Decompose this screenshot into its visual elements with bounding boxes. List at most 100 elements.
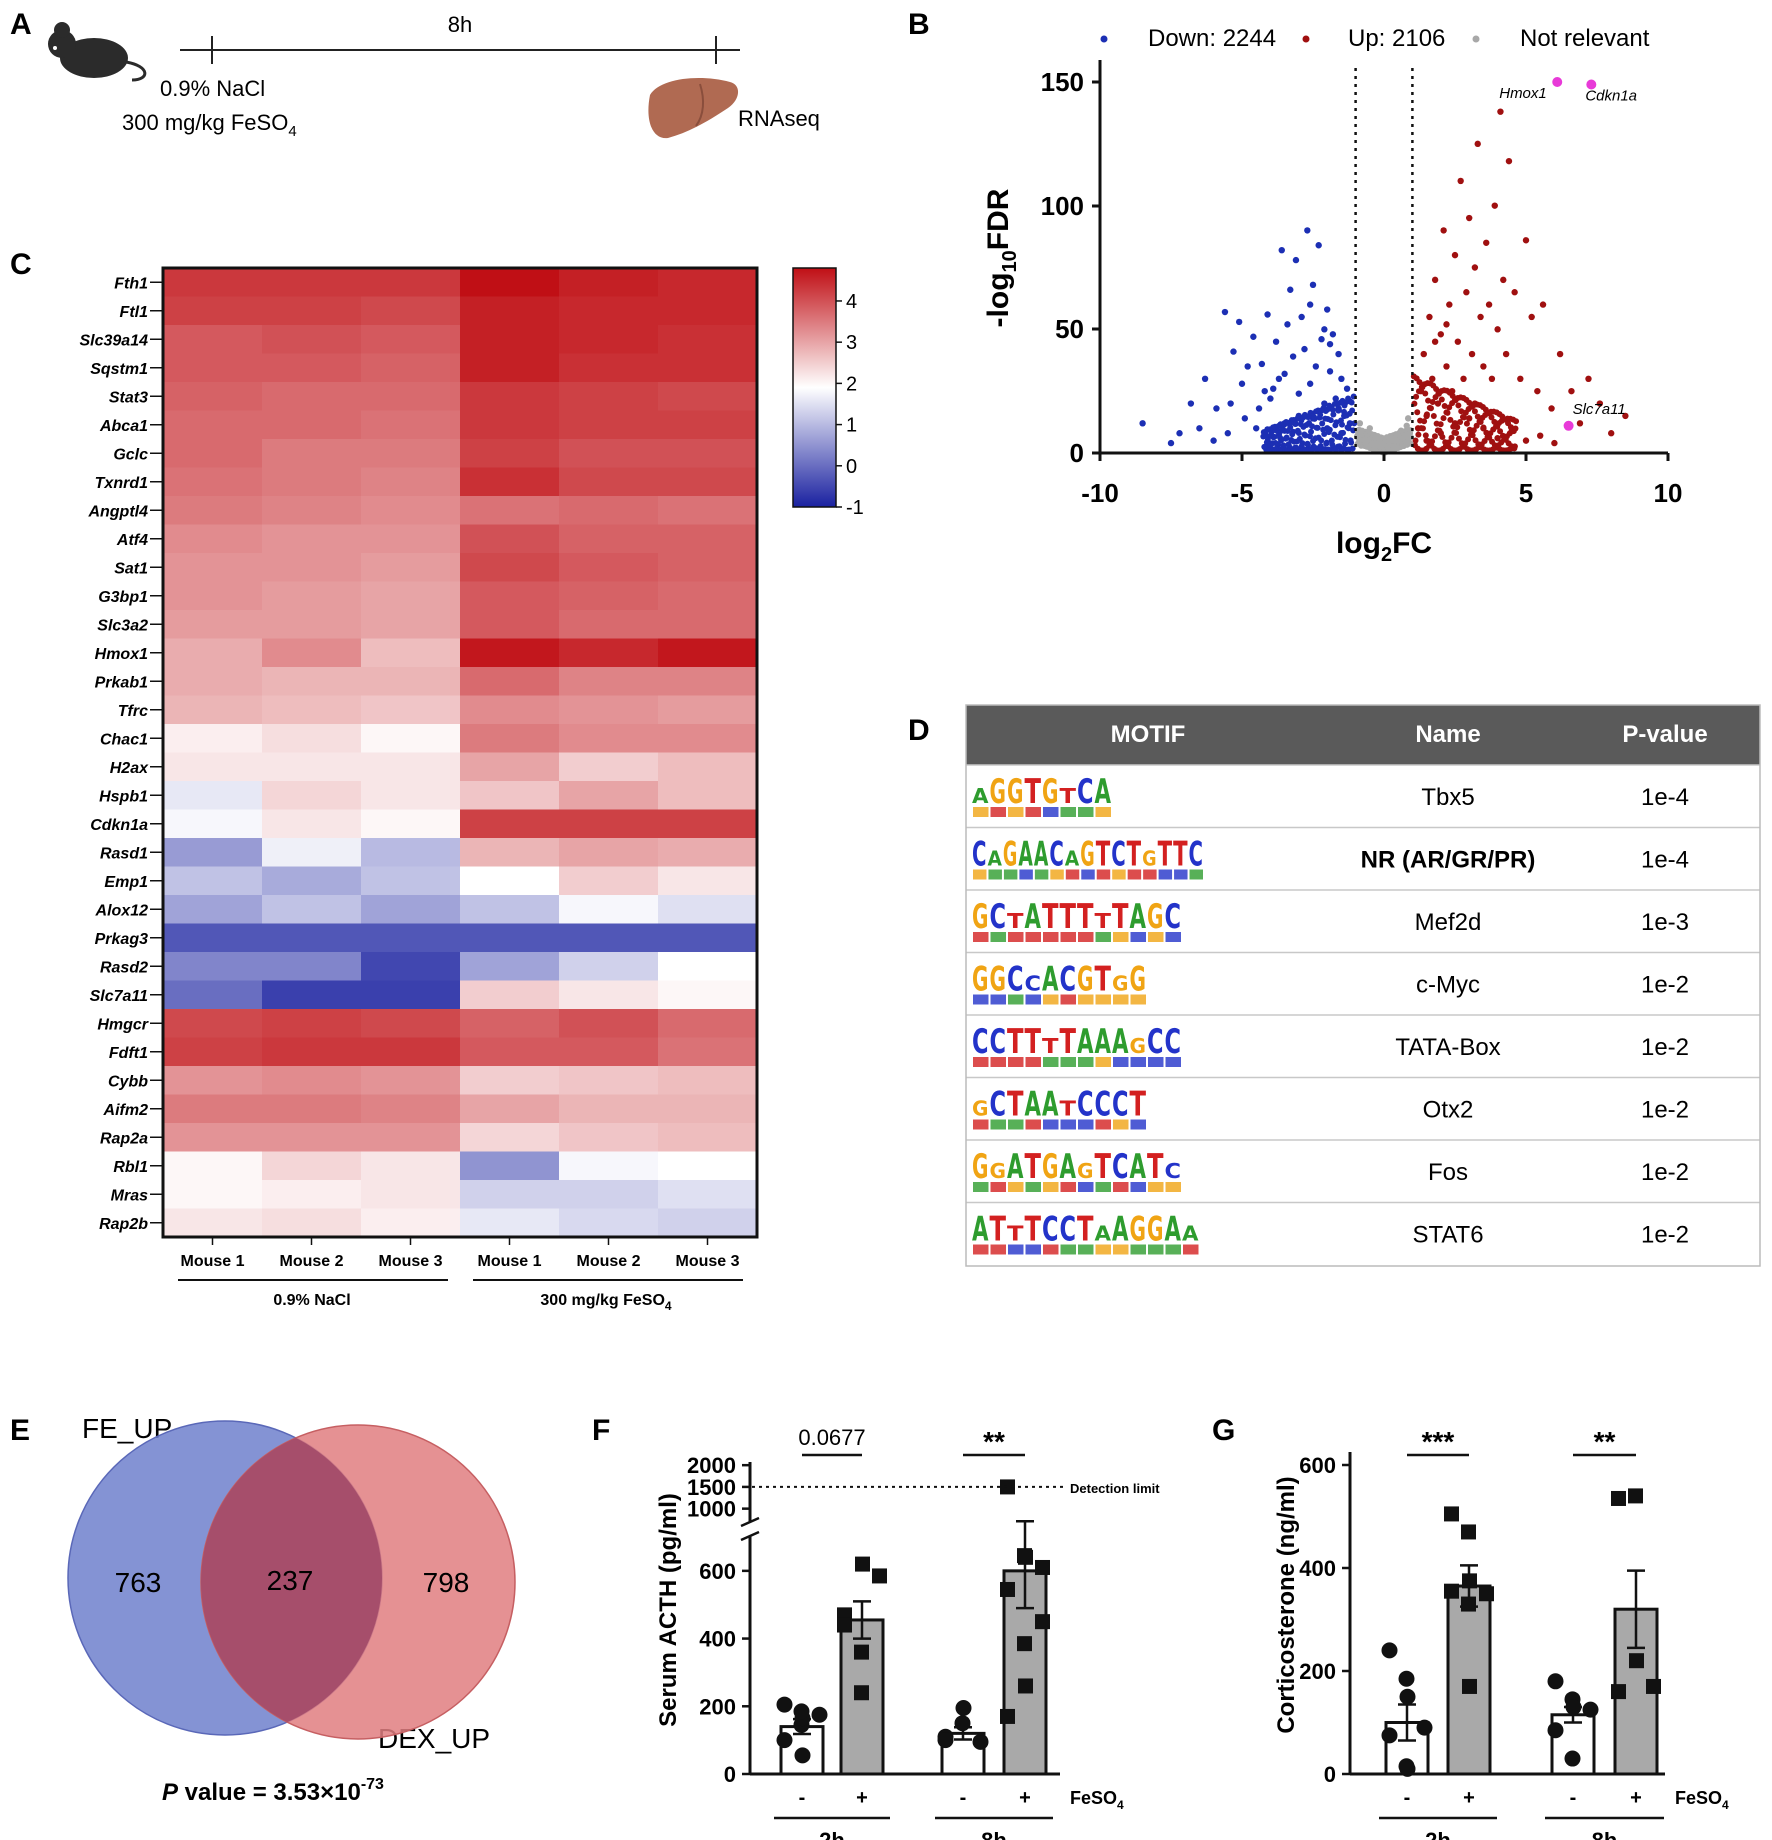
motif-minor-bar [1008, 1119, 1024, 1130]
heatmap-cell [460, 1009, 560, 1038]
data-point [1461, 1524, 1476, 1540]
motif-header-name: Name [1415, 721, 1480, 748]
heatmap-cell [460, 752, 560, 782]
motif-name: Fos [1428, 1159, 1468, 1186]
motif-letter: A [1095, 1022, 1112, 1062]
motif-minor-bar [1113, 1244, 1129, 1255]
data-point [794, 1747, 811, 1764]
heatmap-cell [361, 439, 461, 468]
acth-ytick: 0 [724, 1762, 736, 1787]
acth-ylabel: Serum ACTH (pg/ml) [655, 1493, 682, 1727]
volcano-point-up [1415, 431, 1422, 438]
heatmap-cell [262, 610, 362, 639]
volcano-point-up [1497, 428, 1504, 435]
legend-up-label: Up: 2106 [1348, 25, 1445, 52]
heatmap-gene-label: G3bp1 [98, 589, 148, 606]
heatmap-cell [658, 325, 758, 354]
heatmap-cell [361, 952, 461, 981]
volcano-point-down [1238, 380, 1246, 387]
volcano-point-down [1230, 348, 1237, 355]
heatmap-cell [163, 1066, 263, 1095]
volcano-point-up [1447, 416, 1454, 423]
heatmap-cell [163, 952, 263, 981]
motif-minor-bar [1025, 1182, 1041, 1192]
heatmap-cell [262, 781, 362, 810]
heatmap-gene-label: Atf4 [116, 532, 148, 549]
heatmap-cell [559, 467, 659, 497]
data-point [776, 1732, 793, 1749]
heatmap-cell [460, 1037, 560, 1067]
motif-minor-bar [1008, 807, 1024, 817]
motif-minor-bar [1143, 869, 1157, 880]
volcano-point-down [1284, 321, 1291, 328]
motif-letter: T [1095, 909, 1112, 933]
volcano-point-up [1460, 375, 1467, 382]
volcano-point-up [1513, 418, 1520, 425]
volcano-point-up [1491, 202, 1498, 209]
heatmap-cell [361, 325, 461, 354]
heatmap-cell [361, 638, 461, 668]
volcano-point-up [1488, 375, 1496, 382]
motif-table-frame [965, 704, 1761, 1267]
volcano-point-down [1318, 336, 1325, 343]
volcano-point-down [1330, 411, 1337, 418]
motif-letter: C [1060, 1210, 1077, 1250]
data-point [1444, 1583, 1459, 1599]
legend-ns-label: Not relevant [1520, 25, 1650, 52]
cort-ytick: 200 [1299, 1659, 1336, 1684]
motif-minor-bar [1060, 994, 1076, 1005]
motif-minor-bar [1060, 1119, 1076, 1130]
motif-name: NR (AR/GR/PR) [1361, 847, 1536, 874]
data-point [1416, 1719, 1433, 1736]
volcano-point-up [1429, 399, 1436, 406]
motif-minor-bar [1130, 1244, 1146, 1255]
heatmap-gene-label: Sat1 [114, 560, 148, 577]
volcano-points [1139, 108, 1629, 456]
motif-minor-bar [1025, 1244, 1041, 1255]
heatmap-cell [262, 410, 362, 440]
heatmap-cell [361, 581, 461, 611]
heatmap-cell [460, 581, 560, 611]
heatmap-cell [361, 524, 461, 554]
heatmap-cell [460, 838, 560, 867]
data-point [1399, 1688, 1416, 1705]
volcano-point-up [1434, 400, 1442, 407]
panel-label-e: E [10, 1414, 30, 1447]
motif-minor-bar [1060, 932, 1076, 942]
heatmap-cell [460, 524, 560, 554]
heatmap-cell [460, 553, 560, 582]
motif-letter: T [1130, 1085, 1147, 1125]
motif-minor-bar [1008, 932, 1024, 942]
heatmap-cell [361, 1037, 461, 1067]
volcano-point-down [1282, 435, 1289, 442]
data-point [937, 1732, 954, 1749]
heatmap-cell [361, 353, 461, 383]
heatmap-cell [658, 553, 758, 582]
motif-minor-bar [990, 1119, 1006, 1130]
venn-overlap [201, 1425, 382, 1735]
motif-letter: G [972, 960, 989, 1000]
volcano-point-up [1485, 301, 1493, 308]
heatmap-cell [163, 268, 263, 297]
heatmap-frame [161, 266, 759, 1239]
heatmap-cell [262, 809, 362, 839]
significance-label: ** [1594, 1426, 1616, 1457]
data-point [1629, 1653, 1644, 1669]
motif-minor-bar [1158, 869, 1173, 880]
volcano-point-up [1416, 379, 1423, 386]
motif-pvalue: 1e-2 [1641, 1097, 1689, 1124]
volcano-point-down [1324, 306, 1331, 313]
heatmap-cell [658, 752, 758, 782]
motif-letter: G [1130, 1210, 1147, 1250]
heatmap-cell [361, 809, 461, 839]
data-point [1444, 1506, 1459, 1522]
heatmap-cell [361, 410, 461, 440]
heatmap-cell [163, 638, 263, 668]
heatmap-cell [559, 268, 659, 297]
volcano-point-down [1329, 331, 1337, 338]
panel-g: G - + - + FeSO4 2h *** 8h ** 0 200 400 600 Corticost… [1212, 1414, 1729, 1840]
motif-letter: C [1077, 772, 1094, 812]
volcano-point-ns [1404, 415, 1412, 422]
heatmap-cell [460, 695, 560, 725]
